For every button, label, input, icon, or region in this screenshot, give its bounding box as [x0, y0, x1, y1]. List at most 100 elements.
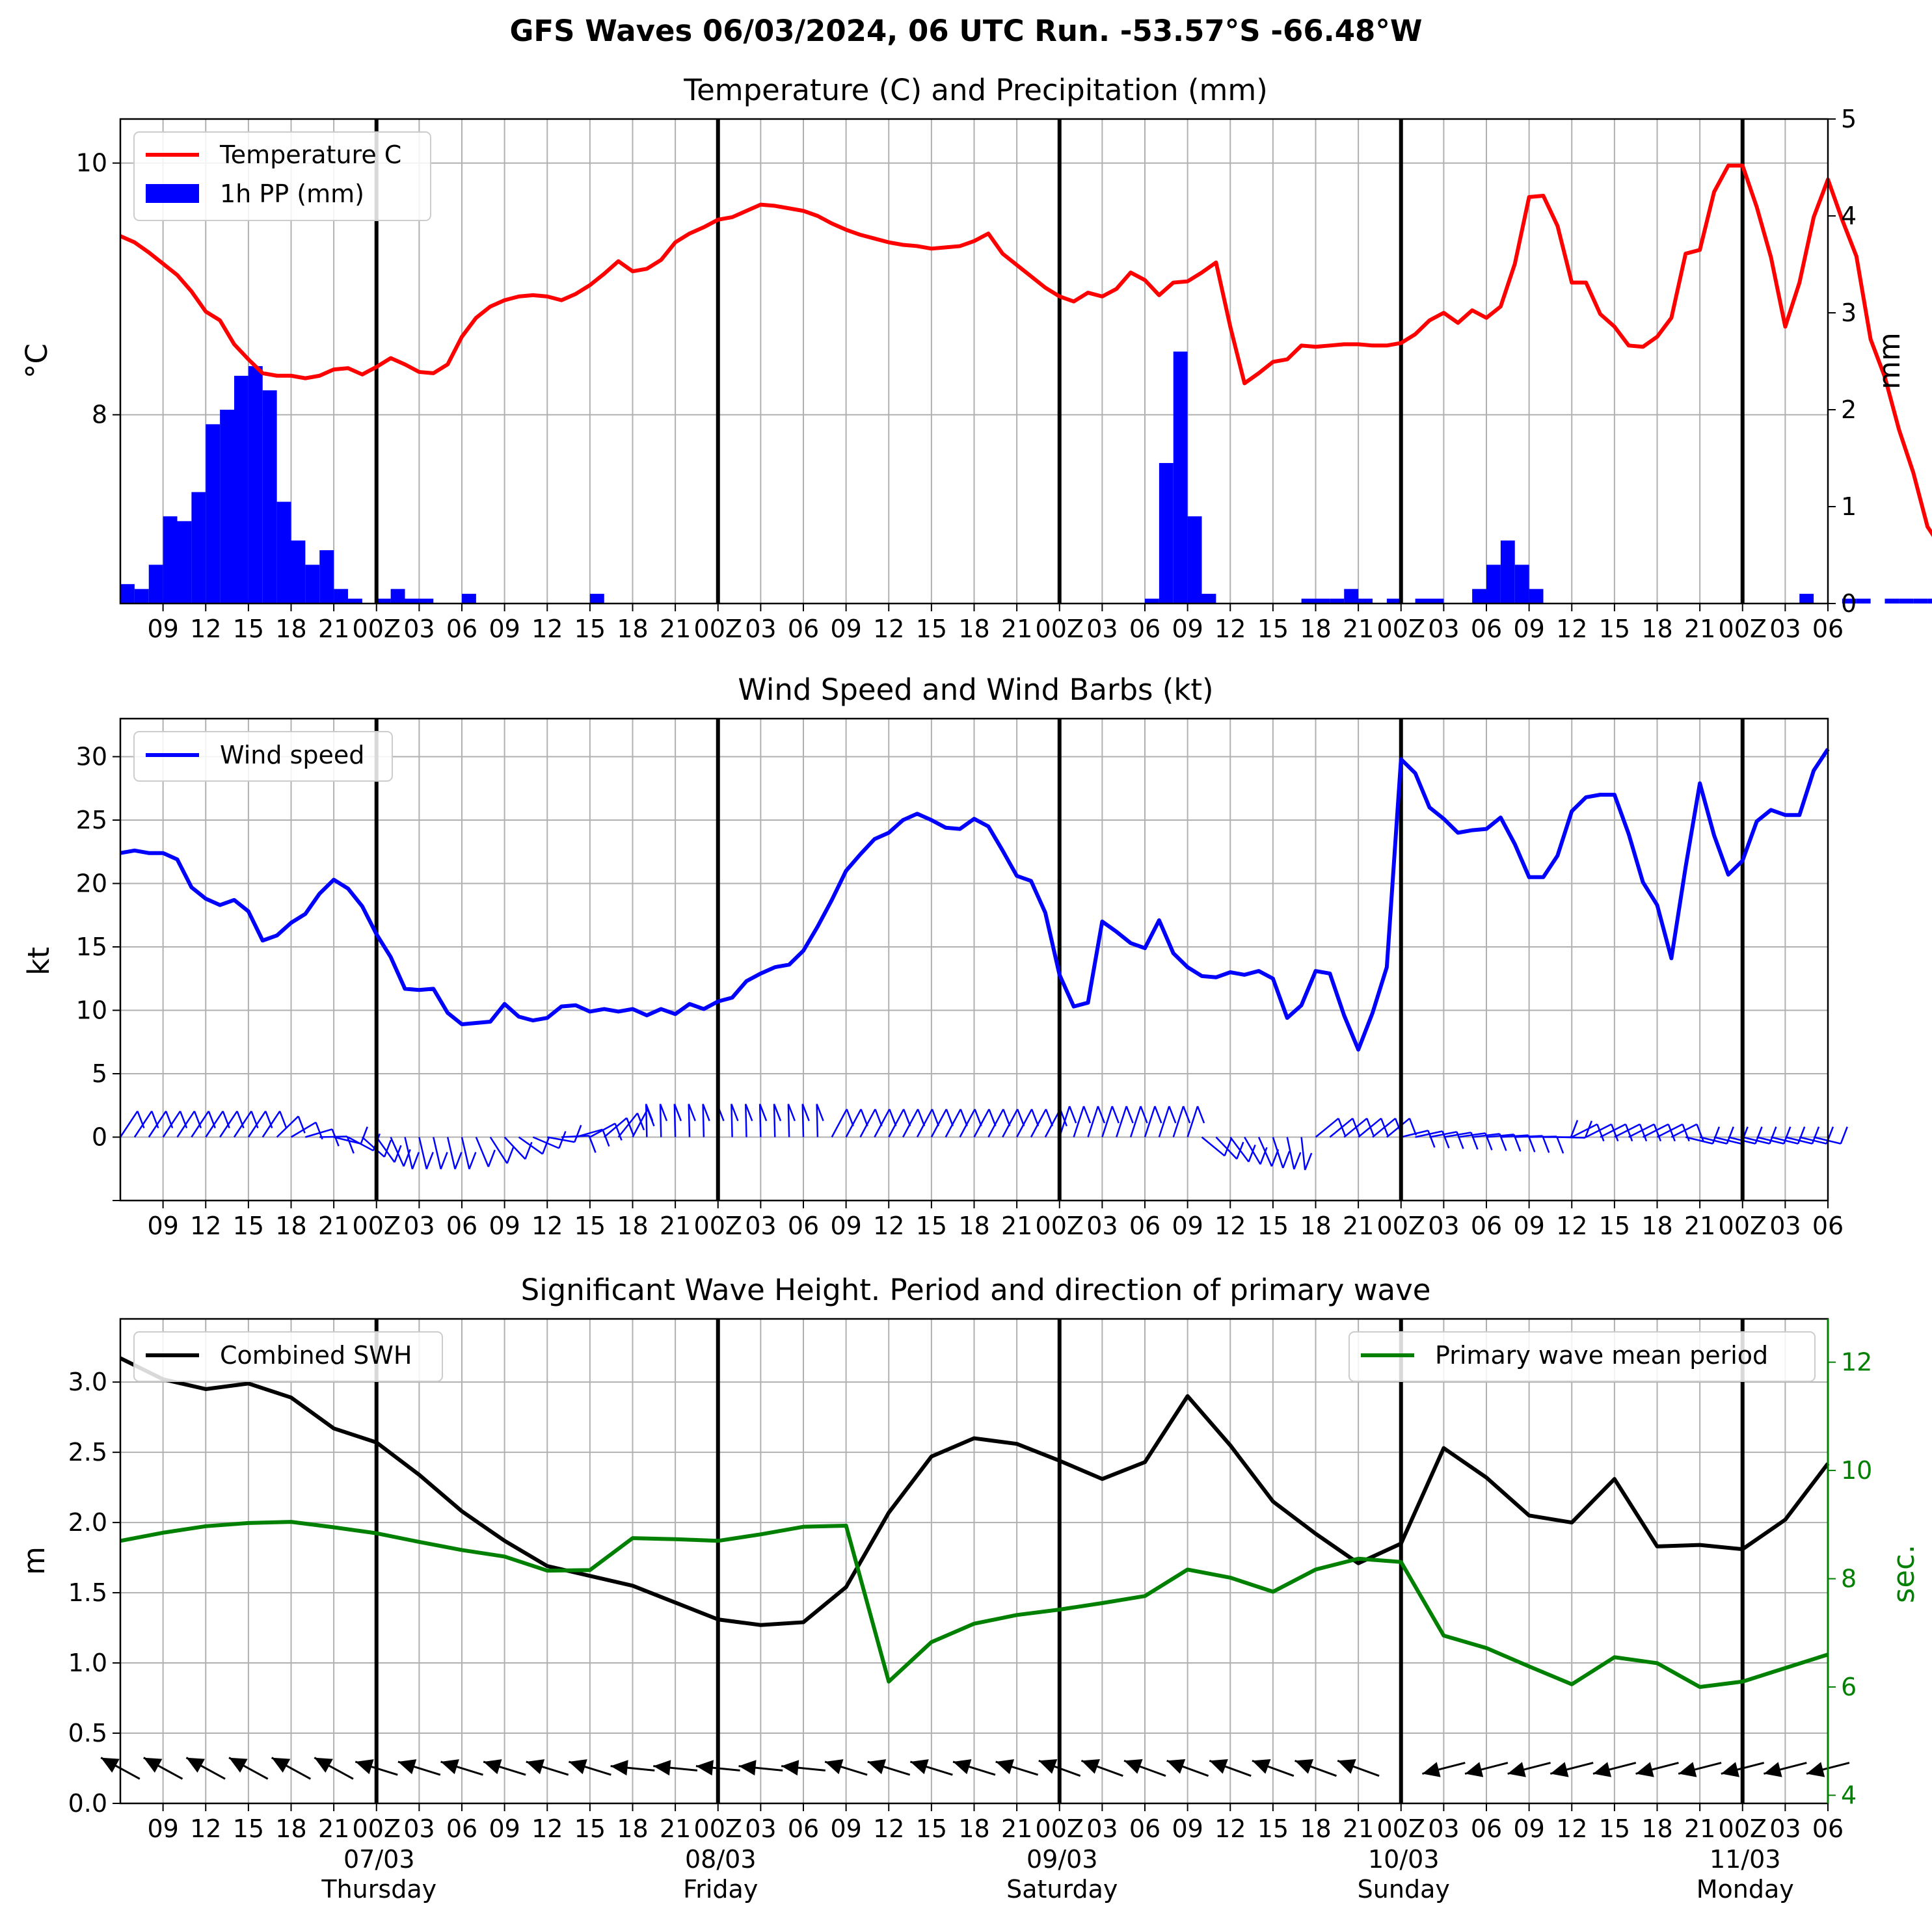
precip-bar: [1842, 598, 1857, 604]
precip-bar: [1173, 351, 1188, 604]
wave-direction-arrowhead: [1764, 1762, 1782, 1777]
wind-barb: [404, 1137, 414, 1169]
x-tick-label: 12: [190, 615, 221, 643]
wind-barb: [119, 1110, 139, 1138]
wind-barb-flag: [787, 1104, 796, 1121]
x-tick-label: 06: [788, 1814, 819, 1843]
x-tick-label: 18: [275, 1814, 306, 1843]
wave-direction-arrowhead: [355, 1759, 374, 1775]
x-tick-label: 00Z: [1719, 1814, 1767, 1843]
wind-barb-flag: [1596, 1124, 1605, 1142]
x-tick-label: 09: [830, 1814, 861, 1843]
wave-direction-arrowhead: [1550, 1762, 1569, 1777]
wind-barb: [1002, 1108, 1019, 1138]
x-tick-label: 06: [1471, 1814, 1502, 1843]
precip-bar: [291, 540, 306, 604]
y-tick-label: 10: [76, 149, 107, 178]
wind-barb: [973, 1108, 990, 1138]
main-title: GFS Waves 06/03/2024, 06 UTC Run. -53.57…: [509, 14, 1422, 48]
y2-tick-label: 12: [1841, 1348, 1872, 1377]
x-tick-label: 15: [916, 615, 947, 643]
precip-bar: [163, 516, 178, 604]
x-tick-label: 03: [403, 1814, 435, 1843]
temperature-line: [119, 163, 1932, 537]
wind-barb: [390, 1136, 405, 1167]
wind-barb-flag: [1154, 1106, 1162, 1124]
wind-barb: [1656, 1123, 1684, 1138]
y-tick-label: 3.0: [68, 1368, 107, 1396]
x-tick-label: 09: [489, 1814, 520, 1843]
precip-bar: [1913, 598, 1928, 604]
x-tick-label: 09: [1172, 615, 1203, 643]
wind-barb: [1799, 1136, 1827, 1145]
wind-barb: [632, 1108, 649, 1138]
wind-barb: [1129, 1106, 1142, 1137]
x-tick-label: 15: [1599, 1212, 1630, 1240]
x-tick-label: 00Z: [1377, 1212, 1425, 1240]
wind-barb: [1785, 1136, 1813, 1145]
wind-barb-flag: [673, 1104, 682, 1121]
wind-barb-flag: [645, 1104, 654, 1121]
wind-barb-flag: [1840, 1126, 1848, 1145]
wind-barb: [148, 1110, 167, 1138]
wind-barb: [247, 1110, 267, 1138]
x-tick-label: 06: [1129, 615, 1161, 643]
wind-barb-flag: [454, 1152, 463, 1170]
precip-bar: [319, 550, 334, 604]
x-tick-label: 15: [1257, 1814, 1289, 1843]
wind-barb: [1172, 1106, 1185, 1137]
wind-barb-flag: [1182, 1106, 1191, 1124]
wind-barb: [987, 1108, 1004, 1138]
x-tick-label: 18: [958, 1814, 989, 1843]
wind-barb: [547, 1136, 575, 1143]
x-tick-label: 06: [1471, 1212, 1502, 1240]
wind-barb-flag: [959, 1109, 968, 1127]
wind-barb: [1670, 1123, 1698, 1138]
wind-barb-flag: [602, 1129, 610, 1147]
precip-bar: [376, 598, 391, 604]
wave-direction-arrowhead: [440, 1759, 459, 1775]
wind-barb: [290, 1121, 317, 1138]
wind-barb-flag: [931, 1109, 940, 1127]
wind-barb-flag: [1097, 1106, 1106, 1124]
x-tick-label: 21: [1684, 615, 1715, 643]
wave-direction-arrowhead: [229, 1757, 248, 1773]
wind-barb: [1685, 1136, 1713, 1145]
wind-barb-flag: [1555, 1136, 1564, 1154]
wind-barb-flag: [440, 1152, 448, 1170]
precip-bar: [234, 375, 248, 604]
wind-barb: [475, 1137, 489, 1167]
wave-direction-arrowhead: [186, 1757, 205, 1773]
precip-bar: [1301, 598, 1316, 604]
wind-barb: [1343, 1117, 1368, 1138]
precip-bar: [1529, 589, 1544, 604]
wind-barb-flag: [1667, 1124, 1676, 1142]
x-tick-label: 09: [1513, 1814, 1544, 1843]
x-tick-label: 09: [1172, 1814, 1203, 1843]
x-tick-label: 03: [1428, 1814, 1459, 1843]
panel2-legend: Wind speed: [133, 731, 393, 782]
wind-barb-flag: [988, 1109, 997, 1127]
wind-barb: [319, 1135, 347, 1138]
x-tick-label: 21: [1343, 1814, 1374, 1843]
wind-barb: [1372, 1117, 1396, 1138]
x-tick-label: 15: [1257, 1212, 1289, 1240]
wave-direction-arrowhead: [1252, 1759, 1271, 1774]
precip-bar: [134, 589, 149, 604]
x-tick-label: 03: [1428, 1212, 1459, 1240]
wind-barb: [418, 1137, 427, 1169]
x-tick-label: 06: [1812, 1212, 1844, 1240]
x-tick-label: 00Z: [1036, 1212, 1084, 1240]
x-tick-label: 12: [1214, 1212, 1246, 1240]
x-tick-label: 18: [617, 1212, 648, 1240]
wave-direction-arrowhead: [1124, 1759, 1143, 1774]
precip-bar: [1415, 598, 1430, 604]
y-tick-label: 25: [76, 806, 107, 834]
wave-direction-arrowhead: [314, 1757, 333, 1773]
panel3-title: Significant Wave Height. Period and dire…: [521, 1273, 1431, 1307]
wind-barb: [1201, 1136, 1226, 1157]
wind-barb: [1257, 1136, 1273, 1167]
wind-barb-flag: [688, 1104, 696, 1121]
wave-direction-arrowhead: [1337, 1759, 1356, 1774]
